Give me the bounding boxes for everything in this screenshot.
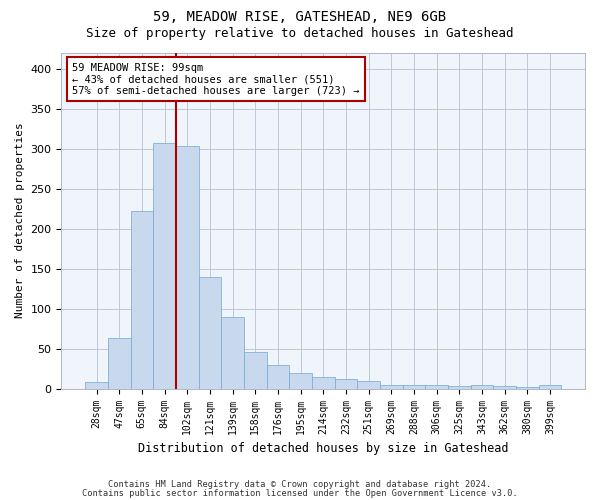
- Bar: [403, 384, 425, 388]
- Text: 59, MEADOW RISE, GATESHEAD, NE9 6GB: 59, MEADOW RISE, GATESHEAD, NE9 6GB: [154, 10, 446, 24]
- Bar: [380, 386, 403, 388]
- Text: Size of property relative to detached houses in Gateshead: Size of property relative to detached ho…: [86, 28, 514, 40]
- Bar: [425, 386, 448, 388]
- Bar: [266, 364, 289, 388]
- Bar: [221, 316, 244, 388]
- Bar: [108, 338, 131, 388]
- Text: Contains HM Land Registry data © Crown copyright and database right 2024.: Contains HM Land Registry data © Crown c…: [109, 480, 491, 489]
- Bar: [289, 374, 312, 388]
- Bar: [357, 380, 380, 388]
- Bar: [244, 352, 266, 389]
- Y-axis label: Number of detached properties: Number of detached properties: [15, 122, 25, 318]
- Bar: [199, 278, 221, 388]
- Bar: [153, 143, 176, 388]
- Text: 59 MEADOW RISE: 99sqm
← 43% of detached houses are smaller (551)
57% of semi-det: 59 MEADOW RISE: 99sqm ← 43% of detached …: [72, 62, 359, 96]
- Bar: [470, 386, 493, 388]
- Bar: [131, 211, 153, 388]
- Bar: [493, 386, 516, 388]
- Bar: [335, 379, 357, 388]
- Text: Contains public sector information licensed under the Open Government Licence v3: Contains public sector information licen…: [82, 490, 518, 498]
- Bar: [448, 386, 470, 388]
- Bar: [539, 384, 561, 388]
- X-axis label: Distribution of detached houses by size in Gateshead: Distribution of detached houses by size …: [138, 442, 508, 455]
- Bar: [516, 387, 539, 388]
- Bar: [85, 382, 108, 388]
- Bar: [312, 378, 335, 388]
- Bar: [176, 146, 199, 388]
